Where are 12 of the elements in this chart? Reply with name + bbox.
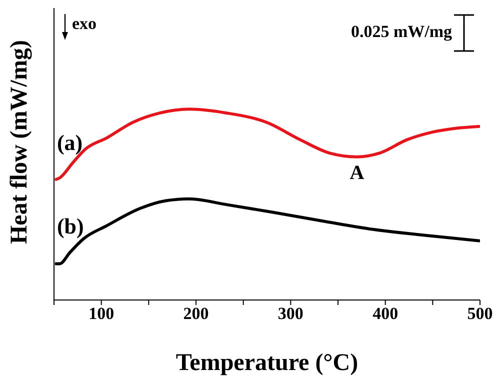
x-tick-label: 500 bbox=[467, 304, 493, 324]
x-tick-label: 200 bbox=[183, 304, 209, 324]
series-label: (b) bbox=[56, 214, 84, 239]
x-tick-label: 300 bbox=[278, 304, 304, 324]
x-axis-title: Temperature (°C) bbox=[176, 350, 358, 376]
text: 0.025 mW/mg bbox=[350, 22, 452, 42]
series-label: (a) bbox=[56, 130, 83, 155]
y-axis-title: Heat flow (mW/mg) bbox=[6, 40, 33, 244]
annotation: A bbox=[350, 162, 365, 184]
x-tick-label: 100 bbox=[88, 304, 114, 324]
x-tick-label: 400 bbox=[372, 304, 398, 324]
text: exo bbox=[72, 14, 97, 34]
